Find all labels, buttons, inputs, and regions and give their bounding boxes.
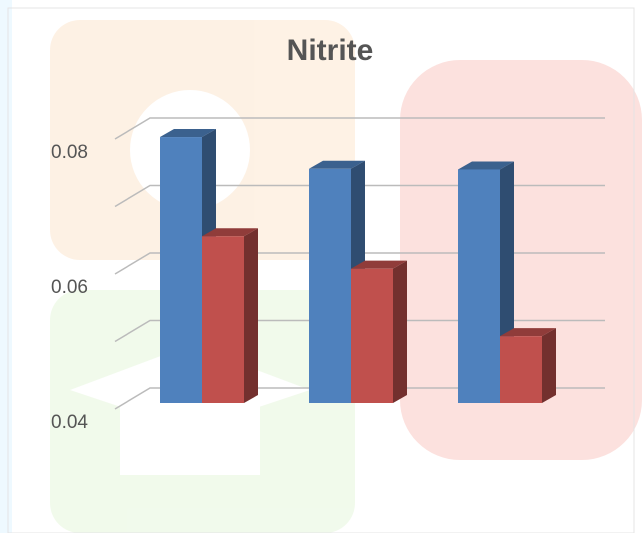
y-tick-label: 0.06 — [51, 277, 88, 298]
bar-top — [202, 228, 258, 237]
y-tick-label: 0.04 — [51, 412, 88, 433]
bar — [351, 268, 393, 403]
bar-top — [160, 129, 216, 138]
grid-line — [114, 184, 605, 208]
bar — [500, 336, 542, 403]
bar — [458, 169, 500, 403]
bar — [160, 137, 202, 404]
grid-line — [114, 117, 605, 140]
bar-side — [393, 260, 407, 403]
bar-top — [309, 160, 365, 169]
bar-top — [351, 260, 407, 269]
y-tick-label: 0.08 — [51, 142, 88, 163]
grid-line — [114, 252, 605, 275]
bar-top — [500, 328, 556, 337]
chart-title: Nitrite — [287, 34, 374, 67]
chart-frame — [7, 7, 635, 533]
bar — [309, 168, 351, 403]
bar-side — [244, 228, 258, 403]
grid-line — [114, 387, 605, 410]
bar — [202, 236, 244, 403]
bar-top — [458, 161, 514, 170]
grid-line — [114, 319, 605, 343]
bar-side — [542, 328, 556, 403]
